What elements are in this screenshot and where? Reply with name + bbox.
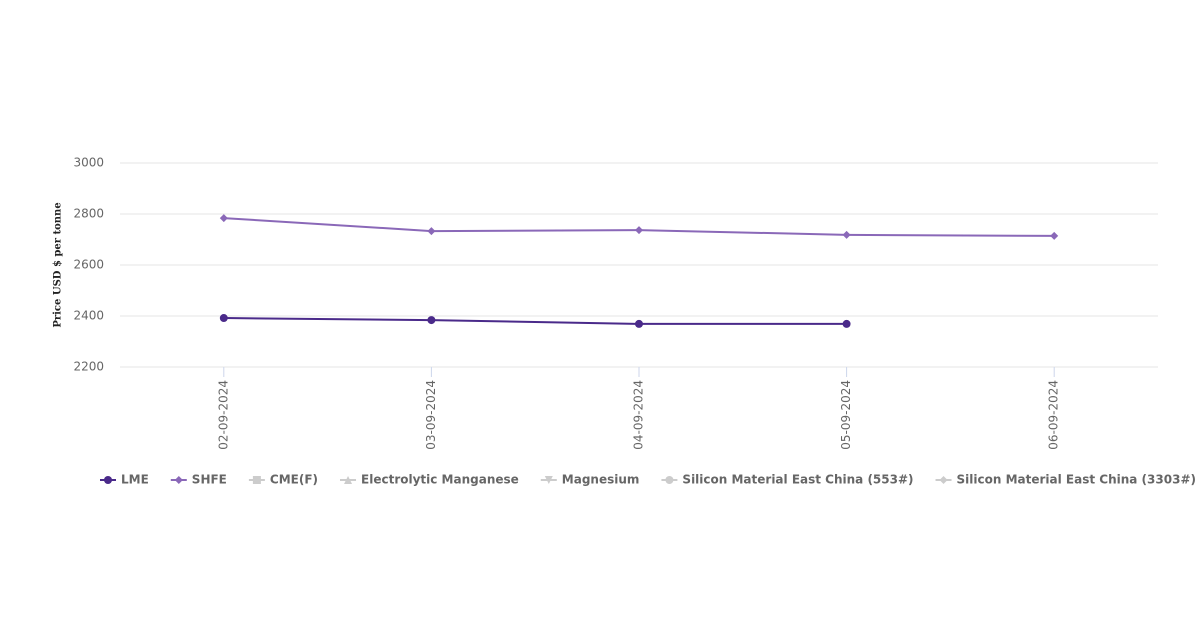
data-point: [219, 314, 228, 323]
legend-label: Silicon Material East China (553#): [682, 473, 913, 487]
y-tick-label: 2600: [73, 258, 104, 272]
legend-label: SHFE: [192, 473, 227, 487]
legend-item[interactable]: SHFE: [170, 473, 227, 487]
legend-symbol: [252, 476, 261, 484]
x-tick-label: 03-09-2024: [424, 380, 438, 450]
y-axis-title: Price USD $ per tonne: [53, 202, 64, 327]
x-tick-label: 06-09-2024: [1047, 380, 1061, 450]
legend-symbol: [344, 476, 353, 484]
data-point: [635, 319, 643, 328]
x-tick-label: 02-09-2024: [216, 380, 230, 450]
legend-symbol: [939, 476, 948, 484]
legend-label: CME(F): [270, 473, 318, 487]
legend-item[interactable]: Magnesium: [540, 473, 640, 487]
data-point: [427, 316, 436, 325]
legend-item[interactable]: CME(F): [248, 473, 318, 487]
data-point: [427, 227, 436, 236]
legend-symbol: [665, 476, 674, 484]
y-tick-label: 2400: [73, 309, 104, 323]
legend-item[interactable]: Silicon Material East China (3303#): [935, 473, 1196, 487]
legend-item[interactable]: LME: [100, 473, 149, 487]
y-tick-label: 2800: [73, 207, 104, 221]
series-line: [223, 317, 847, 325]
legend-label: Silicon Material East China (3303#): [957, 473, 1196, 487]
legend-symbol: [174, 476, 183, 484]
y-tick-label: 2200: [73, 360, 104, 374]
legend-label: LME: [121, 473, 149, 487]
legend-label: Electrolytic Manganese: [361, 473, 519, 487]
x-tick-label: 05-09-2024: [839, 380, 853, 450]
data-point: [842, 319, 851, 328]
legend-symbol: [544, 476, 553, 484]
data-point: [635, 226, 643, 235]
data-point: [1050, 231, 1059, 240]
x-tick-label: 04-09-2024: [632, 380, 646, 450]
legend-item[interactable]: Silicon Material East China (553#): [661, 473, 914, 487]
legend-symbol: [104, 476, 112, 484]
y-tick-label: 3000: [73, 156, 104, 170]
legend-item[interactable]: Electrolytic Manganese: [340, 473, 519, 487]
data-point: [842, 230, 851, 239]
data-point: [219, 214, 228, 223]
legend-label: Magnesium: [562, 473, 640, 487]
